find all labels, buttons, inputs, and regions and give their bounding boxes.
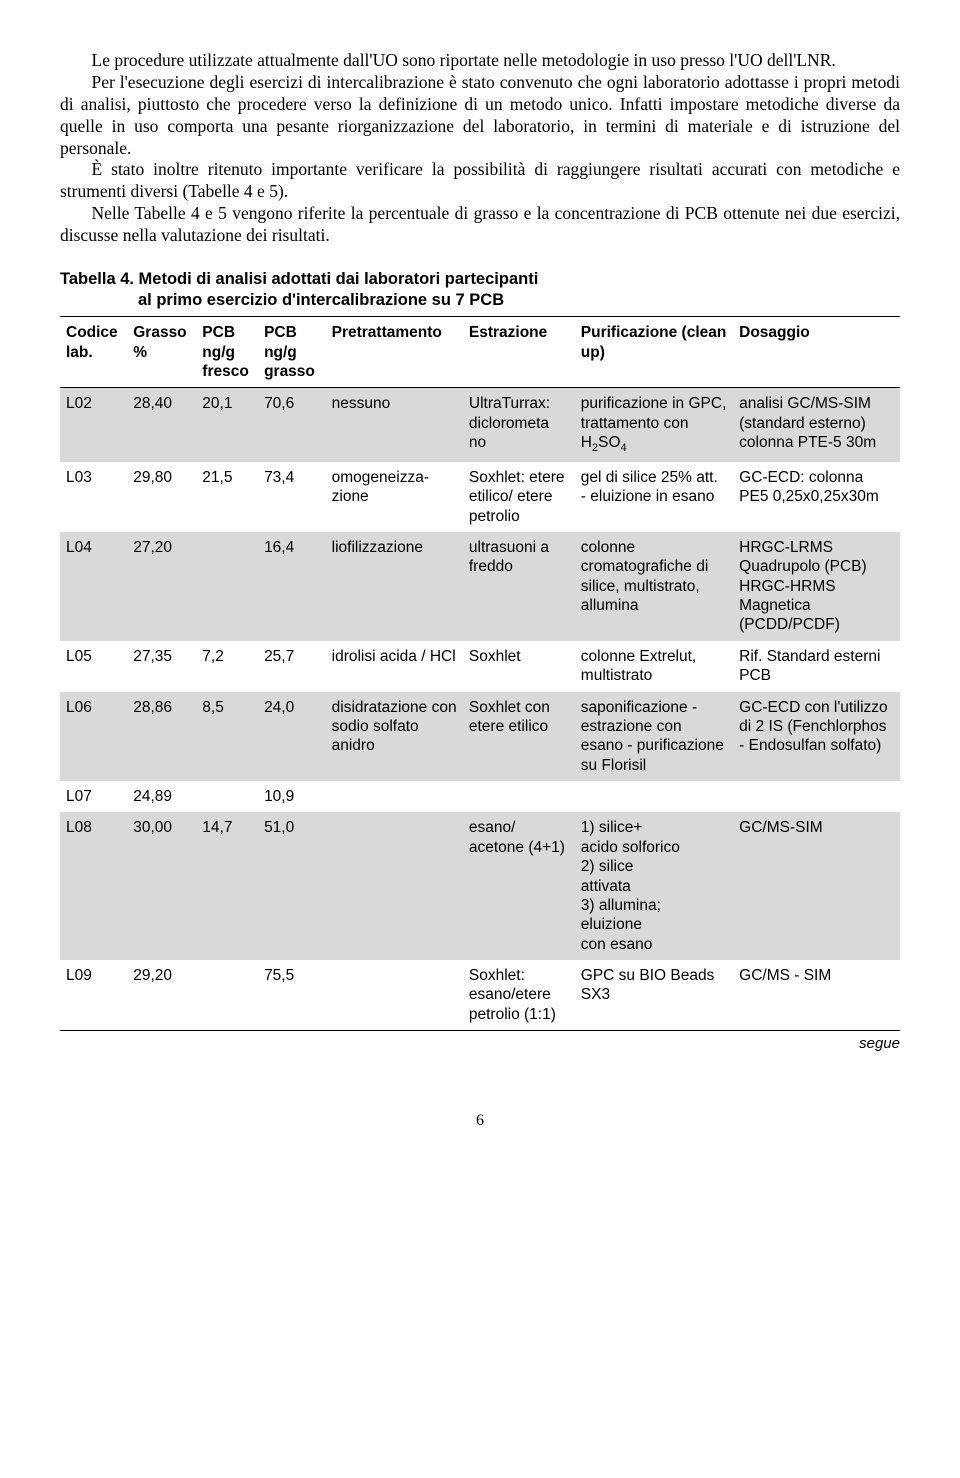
table-row: L0527,357,225,7idrolisi acida / HClSoxhl… bbox=[60, 641, 900, 692]
table-cell: 73,4 bbox=[258, 462, 326, 532]
table-row: L0628,868,524,0disidratazione con sodio … bbox=[60, 692, 900, 782]
table-cell: 27,20 bbox=[127, 532, 196, 641]
table-cell: GPC su BIO Beads SX3 bbox=[575, 960, 733, 1031]
table-cell: L03 bbox=[60, 462, 127, 532]
table-cell: L05 bbox=[60, 641, 127, 692]
methods-table: Codice lab. Grasso % PCB ng/g fresco PCB… bbox=[60, 316, 900, 1031]
table-row: L0427,20 16,4liofilizzazioneultrasuoni a … bbox=[60, 532, 900, 641]
table-cell bbox=[326, 781, 463, 812]
col-header: Codice lab. bbox=[60, 317, 127, 388]
table-cell: colonne Extrelut, multistrato bbox=[575, 641, 733, 692]
table-cell: L08 bbox=[60, 812, 127, 960]
table-cell: L04 bbox=[60, 532, 127, 641]
table-cell: 28,40 bbox=[127, 388, 196, 462]
table-cell bbox=[326, 960, 463, 1031]
table-cell: gel di silice 25% att. - eluizione in es… bbox=[575, 462, 733, 532]
table-cell: L09 bbox=[60, 960, 127, 1031]
table-cell: Soxhlet: etere etilico/ etere petrolio bbox=[463, 462, 575, 532]
table-cell: L06 bbox=[60, 692, 127, 782]
table-cell: liofilizzazione bbox=[326, 532, 463, 641]
table-cell: L07 bbox=[60, 781, 127, 812]
col-header: Dosaggio bbox=[733, 317, 900, 388]
table-cell: HRGC-LRMS Quadrupolo (PCB) HRGC-HRMS Mag… bbox=[733, 532, 900, 641]
table-cell: GC/MS - SIM bbox=[733, 960, 900, 1031]
table-cell: 20,1 bbox=[196, 388, 258, 462]
table-cell bbox=[575, 781, 733, 812]
table-cell: 7,2 bbox=[196, 641, 258, 692]
table-cell: 27,35 bbox=[127, 641, 196, 692]
table-cell: Soxhlet con etere etilico bbox=[463, 692, 575, 782]
table-cell: L02 bbox=[60, 388, 127, 462]
table-row: L0830,0014,751,0 esano/ acetone (4+1)1) s… bbox=[60, 812, 900, 960]
table-cell bbox=[733, 781, 900, 812]
col-header: Estrazione bbox=[463, 317, 575, 388]
table-cell: Soxhlet: esano/etere petrolio (1:1) bbox=[463, 960, 575, 1031]
table-row: L0329,8021,573,4omogeneizza-zioneSoxhlet… bbox=[60, 462, 900, 532]
table-cell: GC-ECD: colonna PE5 0,25x0,25x30m bbox=[733, 462, 900, 532]
table-cell: 21,5 bbox=[196, 462, 258, 532]
page-number: 6 bbox=[60, 1112, 900, 1130]
continue-label: segue bbox=[60, 1035, 900, 1052]
table-row: L0929,20 75,5 Soxhlet: esano/etere petroli… bbox=[60, 960, 900, 1031]
table-cell: Soxhlet bbox=[463, 641, 575, 692]
table-cell bbox=[463, 781, 575, 812]
table-cell: 10,9 bbox=[258, 781, 326, 812]
table-cell: 51,0 bbox=[258, 812, 326, 960]
table-cell: 28,86 bbox=[127, 692, 196, 782]
table-row: L0228,4020,170,6nessunoUltraTurrax: dicl… bbox=[60, 388, 900, 462]
table-row: L0724,89 10,9 bbox=[60, 781, 900, 812]
table-cell: colonne cromatografiche di silice, multi… bbox=[575, 532, 733, 641]
table-cell: 75,5 bbox=[258, 960, 326, 1031]
table-cell bbox=[196, 781, 258, 812]
body-paragraph: Le procedure utilizzate attualmente dall… bbox=[60, 50, 900, 72]
table-cell bbox=[326, 812, 463, 960]
table-cell: GC/MS-SIM bbox=[733, 812, 900, 960]
table-cell: purificazione in GPC, trattamento con H2… bbox=[575, 388, 733, 462]
table-caption-line2: al primo esercizio d'intercalibrazione s… bbox=[60, 290, 900, 311]
table-cell: omogeneizza-zione bbox=[326, 462, 463, 532]
body-paragraph: È stato inoltre ritenuto importante veri… bbox=[60, 159, 900, 203]
col-header: Grasso % bbox=[127, 317, 196, 388]
body-paragraph: Nelle Tabelle 4 e 5 vengono riferite la … bbox=[60, 203, 900, 247]
table-cell: nessuno bbox=[326, 388, 463, 462]
body-paragraph: Per l'esecuzione degli esercizi di inter… bbox=[60, 72, 900, 160]
table-cell bbox=[196, 532, 258, 641]
table-cell: 24,0 bbox=[258, 692, 326, 782]
table-cell: 70,6 bbox=[258, 388, 326, 462]
col-header: PCB ng/g grasso bbox=[258, 317, 326, 388]
table-cell: 29,20 bbox=[127, 960, 196, 1031]
col-header: PCB ng/g fresco bbox=[196, 317, 258, 388]
table-cell: disidratazione con sodio solfato anidro bbox=[326, 692, 463, 782]
table-header-row: Codice lab. Grasso % PCB ng/g fresco PCB… bbox=[60, 317, 900, 388]
table-cell: 25,7 bbox=[258, 641, 326, 692]
table-cell: 8,5 bbox=[196, 692, 258, 782]
table-cell: idrolisi acida / HCl bbox=[326, 641, 463, 692]
table-caption-line1: Tabella 4. Metodi di analisi adottati da… bbox=[60, 270, 538, 288]
table-cell: 16,4 bbox=[258, 532, 326, 641]
table-cell: 30,00 bbox=[127, 812, 196, 960]
table-cell: Rif. Standard esterni PCB bbox=[733, 641, 900, 692]
table-cell: saponificazione - estrazione con esano -… bbox=[575, 692, 733, 782]
table-cell: 29,80 bbox=[127, 462, 196, 532]
col-header: Purificazione (clean up) bbox=[575, 317, 733, 388]
table-cell: 1) silice+ acido solforico 2) silice att… bbox=[575, 812, 733, 960]
table-caption: Tabella 4. Metodi di analisi adottati da… bbox=[60, 269, 900, 310]
table-cell: esano/ acetone (4+1) bbox=[463, 812, 575, 960]
table-cell: UltraTurrax: diclorometa no bbox=[463, 388, 575, 462]
table-cell bbox=[196, 960, 258, 1031]
table-cell: ultrasuoni a freddo bbox=[463, 532, 575, 641]
table-cell: GC-ECD con l'utilizzo di 2 IS (Fenchlorp… bbox=[733, 692, 900, 782]
table-cell: 24,89 bbox=[127, 781, 196, 812]
table-cell: 14,7 bbox=[196, 812, 258, 960]
table-cell: analisi GC/MS-SIM (standard esterno) col… bbox=[733, 388, 900, 462]
col-header: Pretrattamento bbox=[326, 317, 463, 388]
